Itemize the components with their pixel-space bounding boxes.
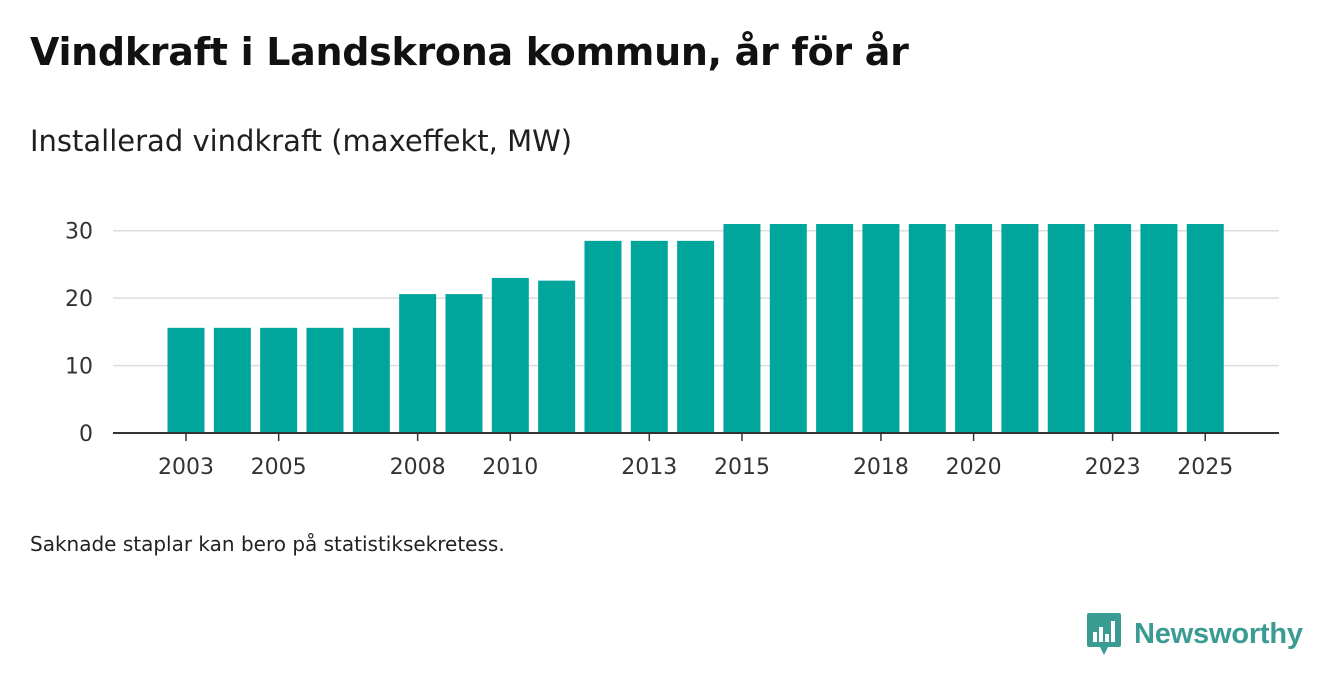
newsworthy-logo-icon: [1087, 613, 1121, 655]
x-tick-label: 2008: [390, 455, 446, 480]
bar-2008[interactable]: [399, 294, 437, 433]
bar-2007[interactable]: [352, 327, 390, 433]
bar-2012[interactable]: [584, 240, 622, 433]
footnote: Saknade staplar kan bero på statistiksek…: [30, 532, 505, 556]
axes: 0 10 20 30 2003 2005 2008 2010 2013 2015 2018 2020 2…: [65, 220, 1279, 480]
bar-2009[interactable]: [445, 294, 483, 433]
brand-name: Newsworthy: [1134, 617, 1303, 650]
bar-2018[interactable]: [862, 224, 900, 433]
x-tick-label: 2018: [853, 455, 909, 480]
bar-2003[interactable]: [167, 327, 205, 433]
newsworthy-logo[interactable]: Newsworthy: [1086, 611, 1303, 657]
bar-2004[interactable]: [213, 327, 251, 433]
bar-2019[interactable]: [908, 224, 946, 433]
bar-2014[interactable]: [677, 240, 715, 433]
x-tick-label: 2003: [158, 455, 214, 480]
bar-2010[interactable]: [491, 277, 529, 433]
bar-chart: 0 10 20 30 2003 2005 2008 2010 2013 2015 2018 2020 2…: [65, 220, 1279, 480]
bar-2013[interactable]: [630, 240, 668, 433]
bar-2016[interactable]: [769, 224, 807, 433]
y-tick-label: 20: [65, 287, 93, 312]
chart-subtitle: Installerad vindkraft (maxeffekt, MW): [30, 124, 573, 158]
x-tick-label: 2013: [621, 455, 677, 480]
bar-2022[interactable]: [1047, 224, 1085, 433]
x-tick-label: 2023: [1085, 455, 1141, 480]
x-tick-label: 2005: [251, 455, 307, 480]
bar-2006[interactable]: [306, 327, 344, 433]
y-tick-label: 0: [79, 422, 93, 447]
bar-2024[interactable]: [1140, 224, 1178, 433]
x-tick-label: 2020: [946, 455, 1002, 480]
chart-title: Vindkraft i Landskrona kommun, år för år: [30, 30, 909, 74]
bar-2017[interactable]: [816, 224, 854, 433]
y-tick-label: 10: [65, 355, 93, 380]
bar-2015[interactable]: [723, 224, 761, 433]
bar-2025[interactable]: [1186, 224, 1224, 433]
bar-2023[interactable]: [1094, 224, 1132, 433]
x-tick-label: 2010: [482, 455, 538, 480]
bar-2005[interactable]: [260, 327, 298, 433]
y-tick-label: 30: [65, 220, 93, 245]
bar-2011[interactable]: [538, 280, 576, 433]
bar-2021[interactable]: [1001, 224, 1039, 433]
bars: [167, 224, 1224, 433]
bar-2020[interactable]: [955, 224, 993, 433]
x-tick-label: 2025: [1177, 455, 1233, 480]
x-tick-label: 2015: [714, 455, 770, 480]
